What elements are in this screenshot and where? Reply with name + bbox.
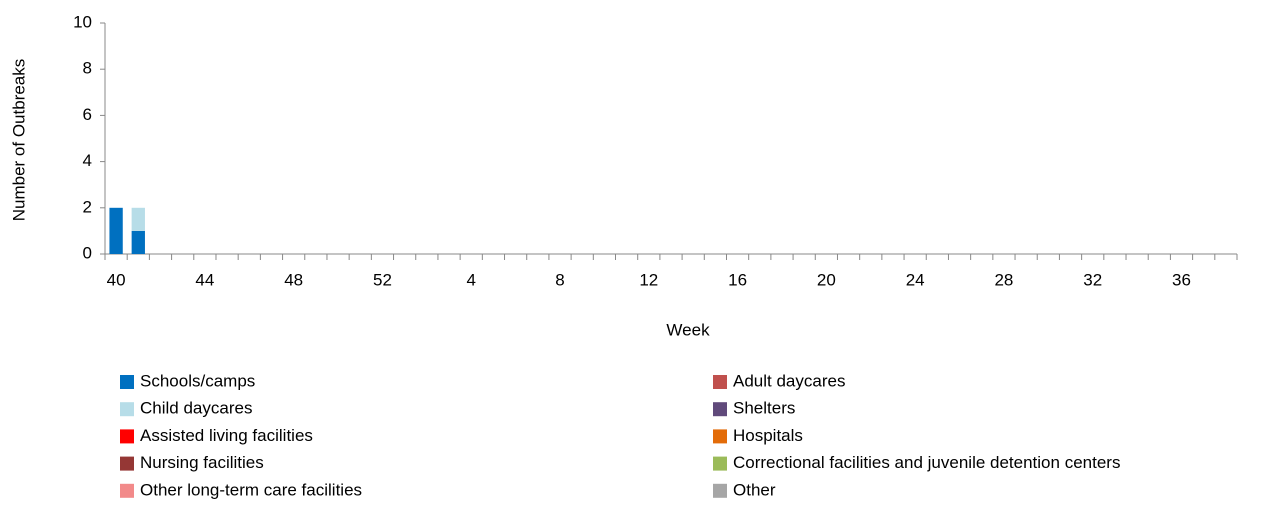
x-tick-label: 16 [728,270,747,289]
legend-label: Schools/camps [140,371,255,390]
legend-label: Assisted living facilities [140,426,313,445]
legend-label: Correctional facilities and juvenile det… [733,453,1120,472]
x-tick-label: 52 [373,270,392,289]
x-tick-label: 32 [1083,270,1102,289]
legend-swatch [713,429,727,444]
x-axis-label: Week [666,320,710,339]
x-tick-label: 28 [994,270,1013,289]
legend-label: Other [733,480,776,499]
x-tick-label: 4 [467,270,476,289]
bar-segment [131,207,145,231]
x-tick-label: 48 [284,270,303,289]
legend-label: Shelters [733,399,795,418]
legend-swatch [713,402,727,417]
x-tick-label: 8 [555,270,564,289]
y-tick-label: 6 [83,105,92,124]
bar-segment [131,230,145,254]
y-tick-label: 2 [83,197,92,216]
legend-label: Child daycares [140,399,252,418]
y-axis-label: Number of Outbreaks [9,59,28,222]
x-tick-label: 44 [195,270,214,289]
legend-label: Other long-term care facilities [140,480,362,499]
legend-swatch [120,402,134,417]
bar-segment [109,207,123,254]
legend-swatch [713,375,727,389]
y-tick-label: 8 [83,59,92,78]
x-tick-label: 40 [107,270,126,289]
legend-label: Hospitals [733,426,803,445]
y-tick-label: 10 [73,12,92,31]
legend-swatch [713,483,727,498]
y-tick-label: 0 [83,243,92,262]
legend-swatch [120,375,134,389]
legend-swatch [120,456,134,471]
legend-swatch [713,456,727,471]
x-tick-label: 36 [1172,270,1191,289]
y-tick-label: 4 [83,151,92,170]
legend-label: Nursing facilities [140,453,264,472]
legend-swatch [120,429,134,444]
legend-swatch [120,483,134,498]
x-tick-label: 20 [817,270,836,289]
x-tick-label: 12 [639,270,658,289]
legend-label: Adult daycares [733,371,845,390]
x-tick-label: 24 [906,270,925,289]
